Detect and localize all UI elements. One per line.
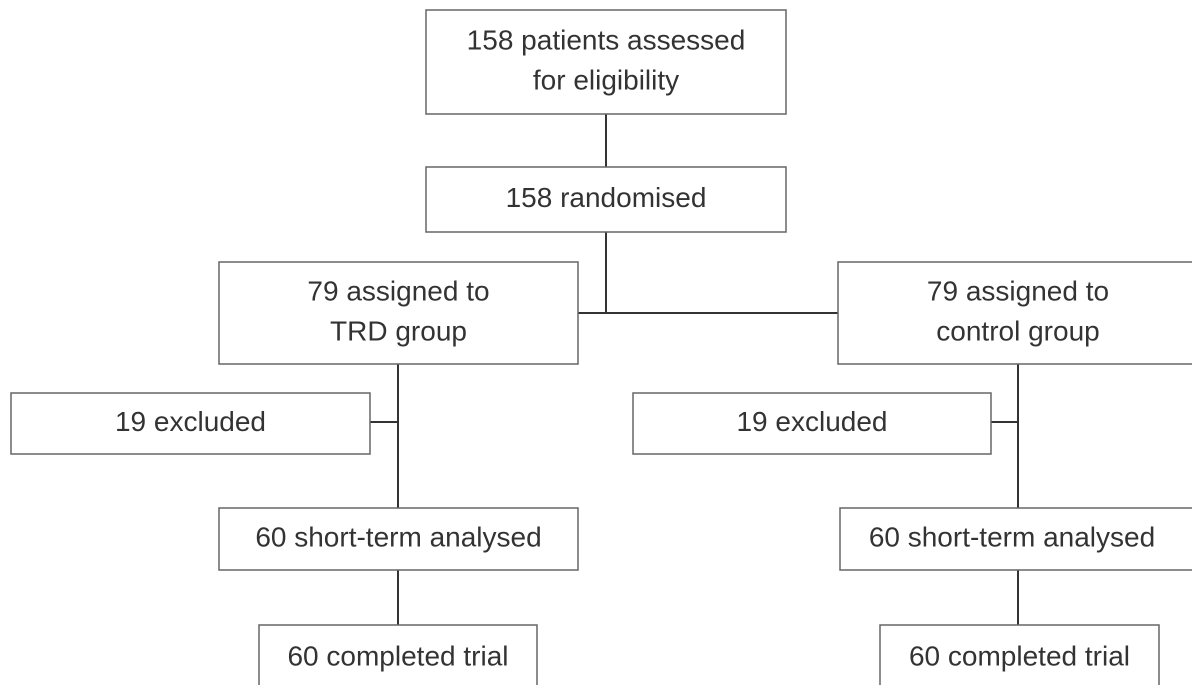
node-box (218, 261, 579, 365)
node-label: 60 short-term analysed (255, 521, 541, 552)
node-box (425, 166, 787, 233)
node-label: 19 excluded (115, 406, 266, 437)
node-box (879, 624, 1160, 685)
node-label: 158 patients assessed (467, 24, 746, 55)
connectors (370, 114, 1019, 625)
node-label: 79 assigned to (307, 275, 489, 306)
node: 60 short-term analysed (218, 507, 579, 571)
node: 60 completed trial (879, 624, 1160, 685)
node-label: for eligibility (533, 64, 679, 95)
node: 19 excluded (632, 392, 992, 455)
node: 79 assigned to TRD group (218, 261, 579, 365)
node-label: control group (936, 315, 1099, 346)
node-box (218, 507, 579, 571)
node-box (425, 9, 787, 115)
node: 79 assigned to control group (837, 261, 1192, 365)
node-box (258, 624, 538, 685)
node: 158 randomised (425, 166, 787, 233)
node-box (837, 261, 1192, 365)
node-label: 19 excluded (736, 406, 887, 437)
node-label: 60 completed trial (909, 640, 1130, 671)
node-label: 60 completed trial (287, 640, 508, 671)
node-box (839, 507, 1192, 571)
node: 158 patients assessed for eligibility (425, 9, 787, 115)
node-label: TRD group (330, 315, 467, 346)
node-label: 79 assigned to (927, 275, 1109, 306)
node-label: 158 randomised (506, 182, 707, 213)
node: 60 short-term analysed (839, 507, 1192, 571)
node-box (10, 392, 371, 455)
node: 19 excluded (10, 392, 371, 455)
node-box (632, 392, 992, 455)
node: 60 completed trial (258, 624, 538, 685)
node-label: 60 short-term analysed (869, 521, 1155, 552)
